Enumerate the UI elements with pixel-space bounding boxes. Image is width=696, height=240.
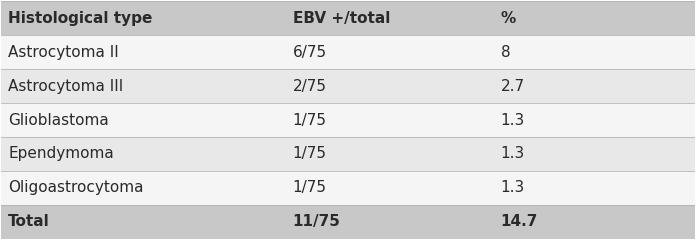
Text: 11/75: 11/75 [292,214,340,229]
Bar [1,35,695,69]
Bar [1,205,695,239]
Text: 1.3: 1.3 [500,113,525,127]
Text: Oligoastrocytoma: Oligoastrocytoma [8,180,144,195]
Bar [1,137,695,171]
Text: 2/75: 2/75 [292,79,326,94]
Text: 8: 8 [500,45,510,60]
Text: 1/75: 1/75 [292,180,326,195]
Text: 1/75: 1/75 [292,146,326,161]
Text: Ependymoma: Ependymoma [8,146,114,161]
Text: Astrocytoma III: Astrocytoma III [8,79,124,94]
Text: 2.7: 2.7 [500,79,525,94]
Bar [1,69,695,103]
Text: Glioblastoma: Glioblastoma [8,113,109,127]
Text: Histological type: Histological type [8,11,152,26]
Text: Astrocytoma II: Astrocytoma II [8,45,119,60]
Text: %: % [500,11,516,26]
Bar [1,171,695,205]
Text: 1/75: 1/75 [292,113,326,127]
Text: 6/75: 6/75 [292,45,326,60]
Text: 1.3: 1.3 [500,180,525,195]
Bar [1,103,695,137]
Text: Total: Total [8,214,50,229]
Text: 14.7: 14.7 [500,214,538,229]
Bar [1,1,695,35]
Text: EBV +/total: EBV +/total [292,11,390,26]
Text: 1.3: 1.3 [500,146,525,161]
